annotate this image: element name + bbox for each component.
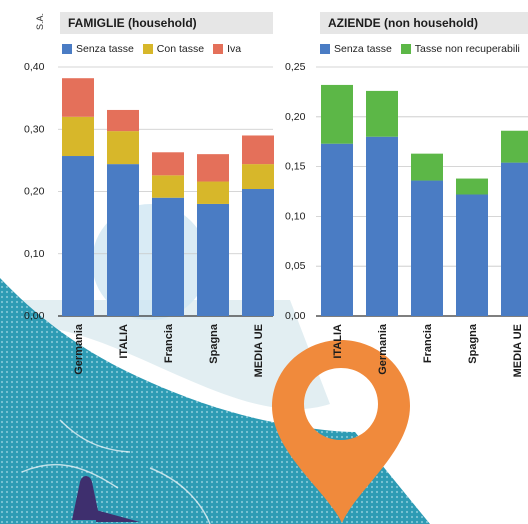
bar-segment-1 — [456, 194, 488, 316]
x-tick-label: Francia — [422, 323, 434, 363]
bar-segment-2 — [321, 85, 353, 144]
y-tick-label: 0,25 — [285, 61, 306, 73]
bar-segment-2 — [456, 179, 488, 195]
x-tick-label: MEDIA UE — [512, 324, 524, 377]
bar-segment-2 — [411, 154, 443, 181]
x-tick-label: Germania — [377, 323, 389, 375]
bar-segment-1 — [366, 137, 398, 316]
bar-segment-2 — [501, 131, 528, 163]
x-tick-label: ITALIA — [332, 324, 344, 359]
y-tick-label: 0,20 — [285, 111, 306, 123]
bar-segment-1 — [501, 163, 528, 316]
y-tick-label: 0,00 — [285, 310, 306, 322]
y-tick-label: 0,05 — [285, 260, 306, 272]
bar-segment-1 — [411, 181, 443, 316]
bar-segment-1 — [321, 144, 353, 316]
x-tick-label: Spagna — [467, 323, 479, 364]
y-tick-label: 0,10 — [285, 210, 306, 222]
bar-segment-2 — [366, 91, 398, 137]
y-tick-label: 0,15 — [285, 161, 306, 173]
